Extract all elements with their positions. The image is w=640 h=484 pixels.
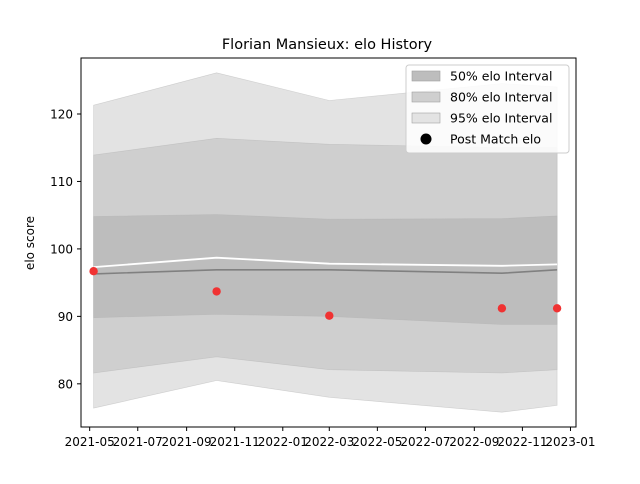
legend-swatch-band50 [411, 70, 441, 82]
chart-title: Florian Mansieux: elo History [222, 37, 433, 53]
legend-label: 80% elo Interval [450, 90, 552, 105]
post-match-elo-point [89, 267, 98, 276]
legend-swatch-band80 [411, 91, 441, 103]
x-tick-label: 2023-01 [545, 435, 595, 449]
x-tick-label: 2022-09 [449, 435, 499, 449]
x-tick-label: 2022-01 [258, 435, 308, 449]
axes: 80 90 100 110 120 2021-052021-072021-092021-1… [50, 57, 596, 449]
x-tick-label: 2022-05 [352, 435, 402, 449]
post-match-elo-point [212, 287, 221, 296]
y-axis-label: elo score [23, 216, 37, 270]
x-tick-label: 2022-07 [400, 435, 450, 449]
legend-label: Post Match elo [450, 132, 541, 147]
plot-area [89, 72, 562, 413]
x-tick-label: 2022-11 [497, 435, 547, 449]
x-tick-label: 2021-05 [65, 435, 115, 449]
x-tick-label: 2021-07 [113, 435, 163, 449]
legend: 50% elo Interval 80% elo Interval 95% elo … [405, 64, 570, 154]
y-tick-label: 80 [58, 377, 73, 391]
post-match-elo-point [552, 304, 562, 313]
y-tick-label: 100 [50, 242, 73, 256]
post-match-elo-point [325, 311, 334, 320]
median-elo-line [93, 268, 558, 275]
post-match-elo-point [497, 304, 507, 313]
legend-label: 95% elo Interval [450, 111, 552, 126]
legend-swatch-band95 [411, 112, 441, 124]
axes-frame [80, 57, 577, 428]
legend-label: 50% elo Interval [450, 69, 552, 84]
x-tick-label: 2021-11 [210, 435, 260, 449]
x-tick-label: 2021-09 [162, 435, 212, 449]
mean-elo-line [93, 256, 558, 268]
y-tick-label: 110 [50, 175, 73, 189]
legend-box [405, 64, 570, 154]
y-tick-label: 120 [50, 107, 73, 121]
x-tick-label: 2022-03 [304, 435, 354, 449]
y-tick-label: 90 [58, 310, 73, 324]
legend-marker-post-match [420, 133, 432, 145]
